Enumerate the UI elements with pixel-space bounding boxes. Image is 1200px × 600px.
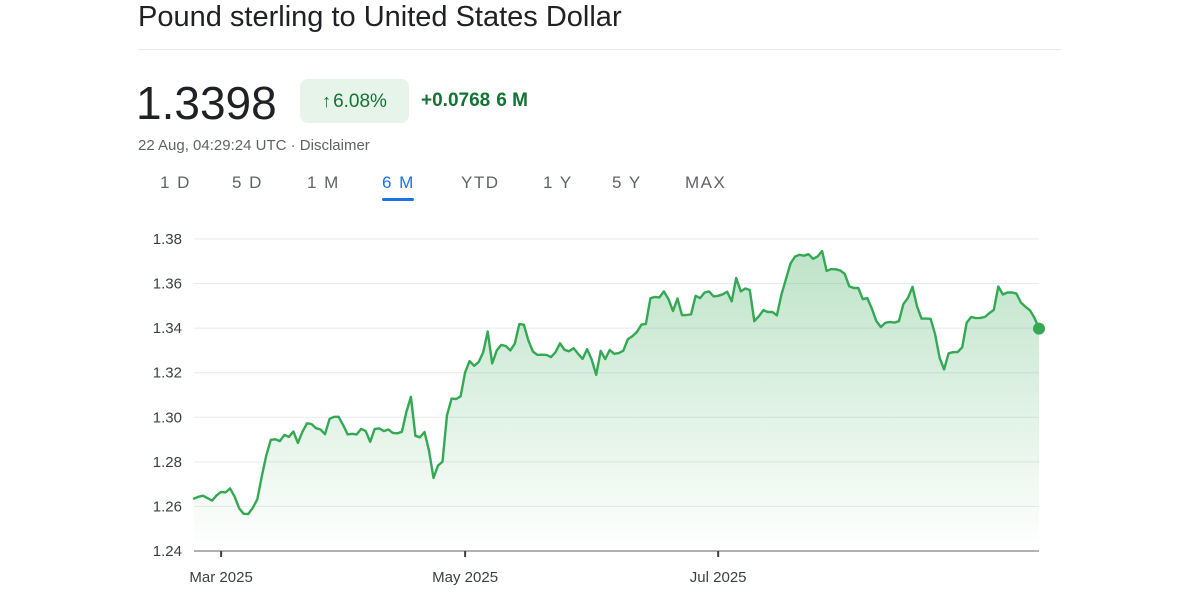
active-tab-indicator: [382, 198, 414, 201]
y-tick-label: 1.34: [153, 320, 182, 337]
disclaimer-link[interactable]: Disclaimer: [299, 137, 370, 154]
tab-5y[interactable]: 5 Y: [612, 173, 642, 192]
y-tick-label: 1.24: [153, 543, 182, 560]
tab-ytd[interactable]: YTD: [461, 173, 500, 192]
x-tick-label: Mar 2025: [189, 569, 252, 586]
current-price: 1.3398: [136, 77, 277, 129]
x-tick-label: Jul 2025: [690, 569, 747, 586]
y-tick-label: 1.28: [153, 454, 182, 471]
change-value: +0.0768: [421, 90, 491, 111]
meta-separator: ·: [286, 137, 300, 154]
tab-6m[interactable]: 6 M: [382, 170, 415, 201]
price-line: [192, 249, 1041, 516]
area-fill: [194, 251, 1039, 551]
tab-1y[interactable]: 1 Y: [543, 173, 573, 192]
timestamp: 22 Aug, 04:29:24 UTC: [138, 137, 287, 154]
change-period: 6 M: [496, 90, 528, 111]
x-axis-ticks: Mar 2025 May 2025 Jul 2025: [189, 551, 747, 586]
latest-price-dot[interactable]: [1033, 322, 1045, 335]
change-percent-badge: ↑ 6.08%: [300, 79, 409, 123]
y-tick-label: 1.38: [153, 231, 182, 248]
y-tick-label: 1.32: [153, 365, 182, 382]
change-percent-value: 6.08%: [333, 91, 387, 112]
y-tick-label: 1.30: [153, 409, 182, 426]
tab-5d[interactable]: 5 D: [232, 173, 263, 192]
tab-1d[interactable]: 1 D: [160, 173, 191, 192]
timestamp-line: 22 Aug, 04:29:24 UTC · Disclaimer: [138, 136, 370, 156]
page-title: Pound sterling to United States Dollar: [138, 1, 622, 33]
range-tabs: 1 D 5 D 1 M 6 M YTD 1 Y 5 Y MAX: [138, 170, 778, 202]
x-tick-label: May 2025: [432, 569, 498, 586]
arrow-up-icon: ↑: [322, 91, 332, 111]
y-tick-label: 1.36: [153, 276, 182, 293]
y-tick-label: 1.26: [153, 498, 182, 515]
tab-max[interactable]: MAX: [685, 173, 727, 192]
change-summary: +0.0768 6 M: [421, 88, 534, 114]
tab-1m[interactable]: 1 M: [307, 173, 340, 192]
title-divider: [138, 49, 1061, 50]
y-axis-ticks: 1.24 1.26 1.28 1.30 1.32 1.34 1.36 1.38: [153, 231, 182, 560]
